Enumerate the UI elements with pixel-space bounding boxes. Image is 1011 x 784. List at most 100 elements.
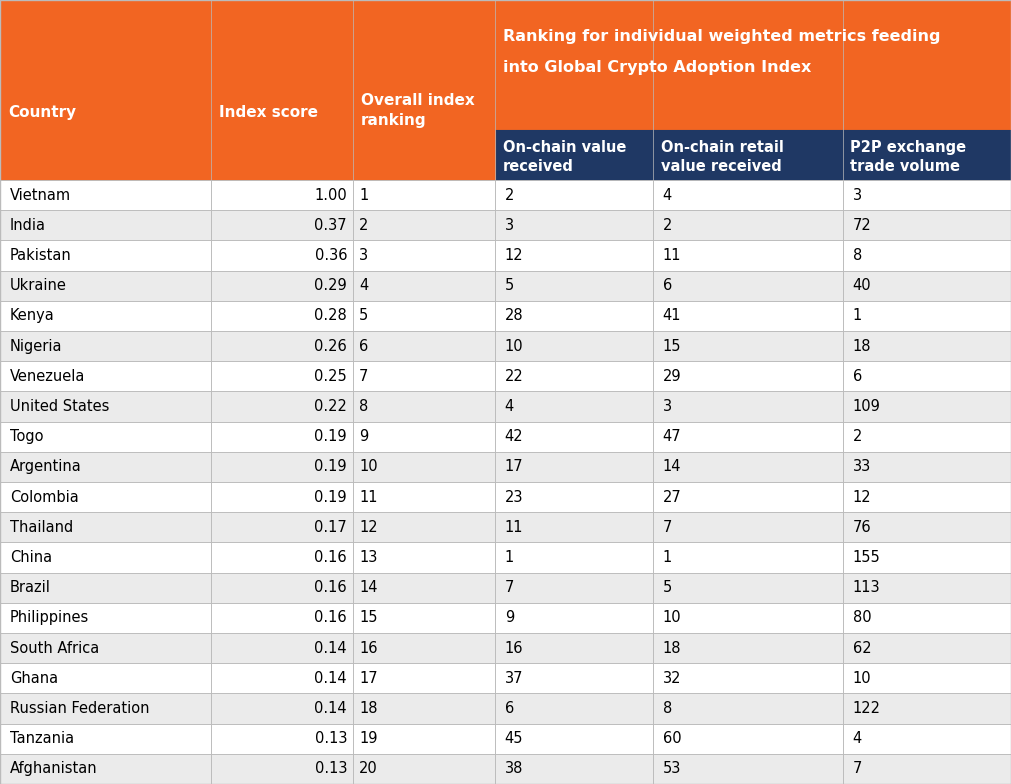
Bar [211, 331, 353, 361]
Bar [652, 210, 842, 241]
Bar [494, 452, 652, 482]
Text: 8: 8 [662, 701, 671, 716]
Text: Country: Country [8, 104, 76, 119]
Text: 1: 1 [852, 308, 861, 324]
Text: 0.13: 0.13 [314, 761, 347, 776]
Bar [0, 633, 211, 663]
Text: Afghanistan: Afghanistan [10, 761, 98, 776]
Text: 17: 17 [359, 671, 378, 686]
Bar [353, 241, 494, 270]
Bar [0, 543, 211, 572]
Text: India: India [10, 218, 45, 233]
Bar [211, 361, 353, 391]
Bar [842, 482, 1011, 512]
Bar [494, 130, 652, 180]
Text: Argentina: Argentina [10, 459, 82, 474]
Bar [353, 130, 494, 180]
Bar [0, 270, 211, 301]
Text: 40: 40 [852, 278, 871, 293]
Text: 14: 14 [662, 459, 681, 474]
Bar [652, 512, 842, 543]
Text: 4: 4 [359, 278, 368, 293]
Text: South Africa: South Africa [10, 641, 99, 655]
Bar [652, 603, 842, 633]
Text: 0.17: 0.17 [314, 520, 347, 535]
Bar [842, 603, 1011, 633]
Text: 3: 3 [852, 187, 861, 202]
Text: Tanzania: Tanzania [10, 731, 74, 746]
Bar [652, 301, 842, 331]
Bar [0, 724, 211, 753]
Bar [494, 724, 652, 753]
Bar [353, 361, 494, 391]
Bar [494, 210, 652, 241]
Bar [211, 724, 353, 753]
Bar [353, 543, 494, 572]
Text: 6: 6 [504, 701, 514, 716]
Text: 0.16: 0.16 [314, 580, 347, 595]
Bar [0, 603, 211, 633]
Text: 15: 15 [662, 339, 681, 354]
Text: Vietnam: Vietnam [10, 187, 71, 202]
Text: 17: 17 [504, 459, 524, 474]
Text: China: China [10, 550, 53, 565]
Text: 47: 47 [662, 429, 681, 445]
Bar [211, 422, 353, 452]
Bar [494, 572, 652, 603]
Bar [353, 753, 494, 784]
Text: into Global Crypto Adoption Index: into Global Crypto Adoption Index [502, 60, 811, 75]
Text: 10: 10 [852, 671, 871, 686]
Bar [842, 361, 1011, 391]
Bar [211, 753, 353, 784]
Text: 19: 19 [359, 731, 377, 746]
Bar [652, 693, 842, 724]
Text: 27: 27 [662, 489, 681, 505]
Text: trade volume: trade volume [850, 158, 960, 173]
Bar [353, 270, 494, 301]
Bar [211, 241, 353, 270]
Bar [211, 130, 353, 180]
Text: 2: 2 [662, 218, 672, 233]
Text: 0.36: 0.36 [314, 248, 347, 263]
Bar [842, 753, 1011, 784]
Bar [652, 331, 842, 361]
Text: 1: 1 [662, 550, 671, 565]
Text: 0.19: 0.19 [314, 459, 347, 474]
Text: 9: 9 [504, 611, 514, 626]
Text: P2P exchange: P2P exchange [850, 140, 967, 155]
Text: 0.25: 0.25 [314, 368, 347, 384]
Bar [652, 361, 842, 391]
Text: Ghana: Ghana [10, 671, 58, 686]
Bar [211, 633, 353, 663]
Bar [842, 633, 1011, 663]
Text: 60: 60 [662, 731, 681, 746]
Bar [353, 693, 494, 724]
Text: 11: 11 [662, 248, 681, 263]
Text: 18: 18 [662, 641, 681, 655]
Text: 5: 5 [504, 278, 514, 293]
Text: 10: 10 [359, 459, 378, 474]
Text: 0.14: 0.14 [314, 671, 347, 686]
Bar [353, 391, 494, 422]
Bar [842, 512, 1011, 543]
Bar [0, 130, 211, 180]
Bar [494, 543, 652, 572]
Text: Russian Federation: Russian Federation [10, 701, 150, 716]
Text: 1: 1 [504, 550, 514, 565]
Bar [211, 0, 353, 130]
Bar [494, 241, 652, 270]
Bar [353, 663, 494, 693]
Bar [494, 361, 652, 391]
Text: Overall index: Overall index [361, 93, 475, 107]
Text: Venezuela: Venezuela [10, 368, 85, 384]
Bar [211, 693, 353, 724]
Bar [652, 241, 842, 270]
Bar [0, 0, 211, 130]
Bar [842, 270, 1011, 301]
Bar [652, 633, 842, 663]
Text: 0.16: 0.16 [314, 611, 347, 626]
Text: 0.29: 0.29 [314, 278, 347, 293]
Text: 2: 2 [852, 429, 861, 445]
Text: 2: 2 [359, 218, 368, 233]
Bar [353, 0, 494, 130]
